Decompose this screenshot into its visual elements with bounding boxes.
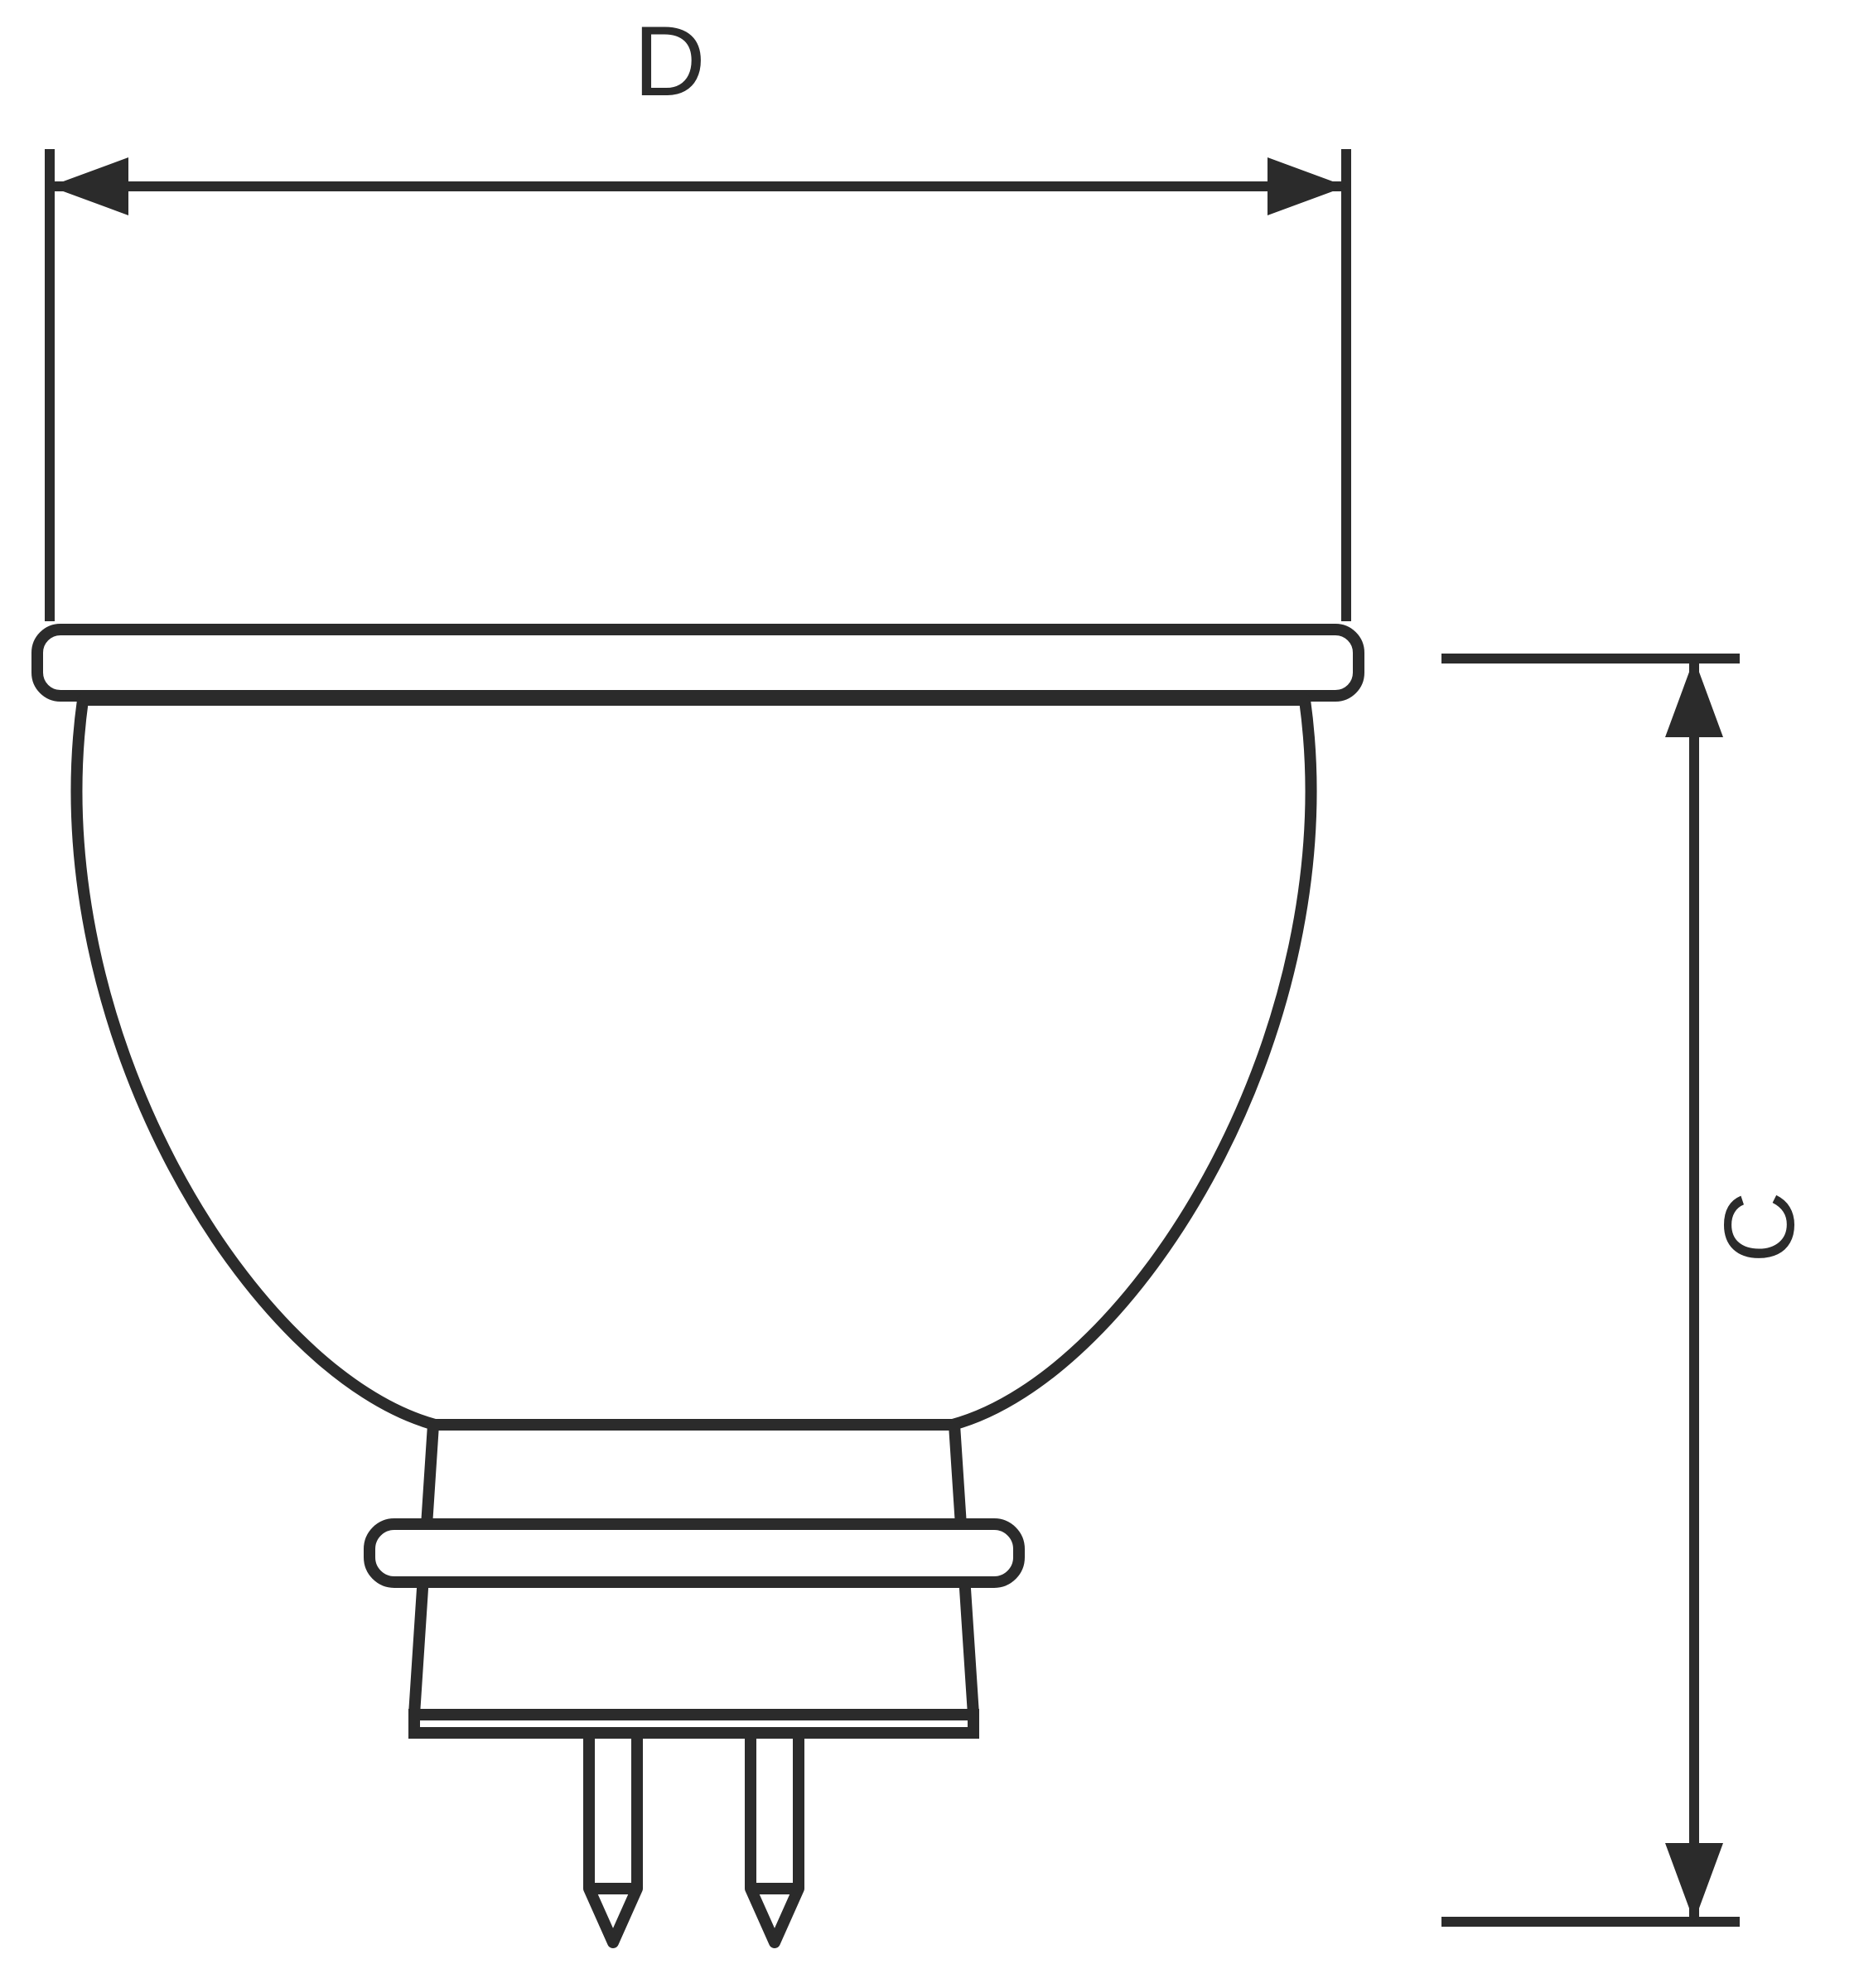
dimension-d: D <box>50 6 1346 621</box>
bulb-pin-right <box>751 1733 799 1942</box>
dim-c-arrow-top <box>1665 659 1723 737</box>
bulb-outline <box>37 630 1359 1942</box>
bulb-rim <box>37 630 1359 696</box>
dim-d-arrow-left <box>50 157 128 215</box>
bulb-base-lip <box>414 1715 973 1733</box>
dim-c-arrow-bottom <box>1665 1843 1723 1922</box>
dimension-c: C <box>1441 659 1815 1922</box>
bulb-bowl <box>77 700 1311 1425</box>
dim-d-label: D <box>634 6 706 117</box>
dim-d-arrow-right <box>1268 157 1346 215</box>
bulb-pin-left <box>589 1733 637 1942</box>
dim-c-label: C <box>1704 1191 1815 1263</box>
bulb-collar <box>369 1524 1019 1582</box>
